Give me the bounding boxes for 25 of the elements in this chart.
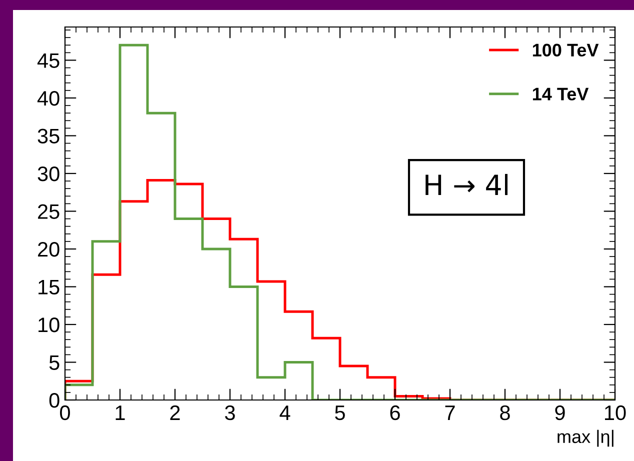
x-tick-label: 5 — [335, 406, 345, 420]
legend-label: 14 TeV — [532, 88, 589, 100]
legend-label: 100 TeV — [532, 44, 599, 57]
y-tick-label: 40 — [37, 90, 60, 106]
x-tick-label: 6 — [390, 405, 400, 420]
y-tick-label: 20 — [38, 242, 60, 257]
x-tick-label: 3 — [225, 405, 235, 420]
y-tick-label: 35 — [38, 128, 60, 144]
y-tick-label: 10 — [38, 317, 60, 332]
x-axis-title: max |η| — [558, 430, 614, 447]
y-tick-label: 45 — [37, 53, 60, 68]
y-tick-label: 5 — [49, 355, 60, 370]
x-tick-label: 7 — [445, 406, 455, 420]
x-tick-label: 0 — [60, 405, 70, 420]
annotation: H → 4l — [426, 174, 508, 196]
y-tick-label: 30 — [38, 166, 60, 182]
y-tick-label: 15 — [38, 280, 60, 294]
x-tick-label: 4 — [280, 406, 290, 420]
y-tick-label: 0 — [49, 393, 60, 408]
x-tick-label: 8 — [500, 405, 510, 420]
x-tick-label: 9 — [555, 405, 565, 420]
y-tick-label: 25 — [38, 204, 60, 219]
x-tick-label: 2 — [170, 405, 180, 420]
x-tick-label: 10 — [605, 405, 626, 420]
x-tick-label: 1 — [116, 406, 125, 420]
